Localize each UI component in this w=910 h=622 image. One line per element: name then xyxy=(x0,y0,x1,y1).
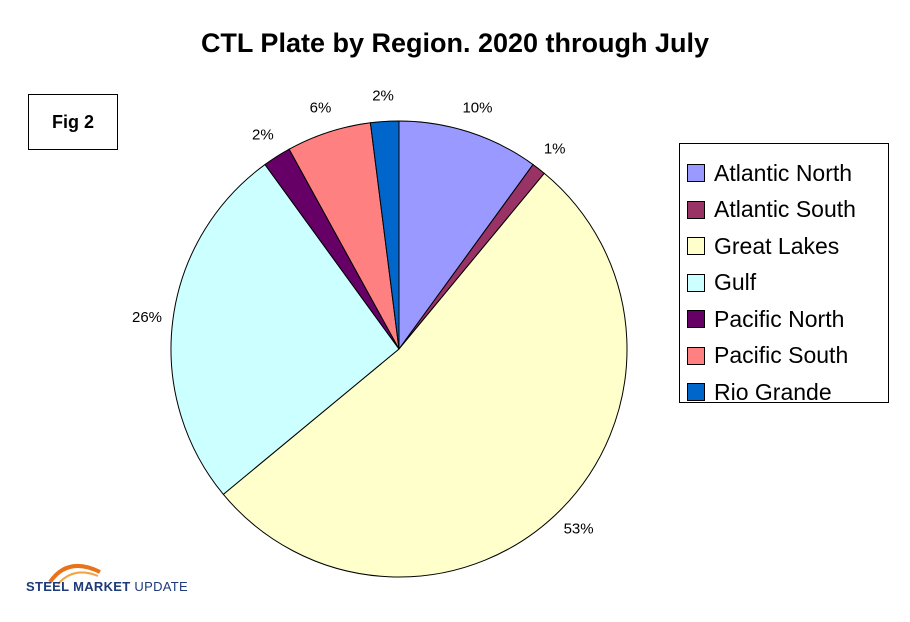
legend-label: Atlantic North xyxy=(714,159,853,186)
legend-label: Pacific North xyxy=(714,305,845,332)
data-label-gulf: 26% xyxy=(132,309,162,326)
data-label-pacific-south: 6% xyxy=(310,99,332,116)
pie-slice-gulf xyxy=(170,163,400,496)
legend-swatch xyxy=(687,237,705,256)
chart-legend: Atlantic North Atlantic South Great Lakes G… xyxy=(679,143,889,405)
logo-word-steel: STEEL xyxy=(26,579,70,594)
chart-title: CTL Plate by Region. 2020 through July xyxy=(200,28,710,58)
figure-label-box: Fig 2 xyxy=(28,94,118,150)
steel-market-update-logo: STEEL MARKET UPDATE xyxy=(26,562,196,602)
legend-swatch xyxy=(687,273,705,292)
pie-slices xyxy=(170,120,628,578)
legend-label: Gulf xyxy=(714,269,757,296)
legend-swatch xyxy=(687,310,705,329)
legend-label: Atlantic South xyxy=(714,196,856,223)
legend-item-atlantic-south: Atlantic South xyxy=(680,192,888,229)
legend-swatch xyxy=(687,200,705,219)
legend-label: Pacific South xyxy=(714,342,849,369)
data-label-atlantic-south: 1% xyxy=(544,140,566,157)
pie-data-labels: 10% 1% 53% 26% 2% 6% 2% xyxy=(132,88,594,538)
legend-swatch xyxy=(687,346,705,365)
legend-label: Rio Grande xyxy=(714,378,832,405)
figure-label: Fig 2 xyxy=(51,111,94,132)
data-label-atlantic-north: 10% xyxy=(462,99,492,116)
legend-item-atlantic-north: Atlantic North xyxy=(680,155,888,192)
legend-item-rio-grande: Rio Grande xyxy=(680,374,888,411)
legend-swatch xyxy=(687,383,705,402)
logo-swoosh-icon xyxy=(48,563,101,585)
data-label-rio-grande: 2% xyxy=(372,88,394,105)
legend-label: Great Lakes xyxy=(714,232,840,259)
data-label-great-lakes: 53% xyxy=(564,521,594,538)
pie-slice-atlantic-north xyxy=(398,120,534,351)
logo-word-market: MARKET xyxy=(73,579,131,594)
legend-item-pacific-north: Pacific North xyxy=(680,301,888,338)
legend-item-gulf: Gulf xyxy=(680,265,888,302)
pie-slice-great-lakes xyxy=(222,172,628,578)
pie-slice-rio-grande xyxy=(369,120,400,350)
logo-word-update: UPDATE xyxy=(134,579,188,594)
legend-swatch xyxy=(687,164,705,183)
legend-item-pacific-south: Pacific South xyxy=(680,338,888,375)
legend-item-great-lakes: Great Lakes xyxy=(680,228,888,265)
data-label-pacific-north: 2% xyxy=(252,127,274,144)
